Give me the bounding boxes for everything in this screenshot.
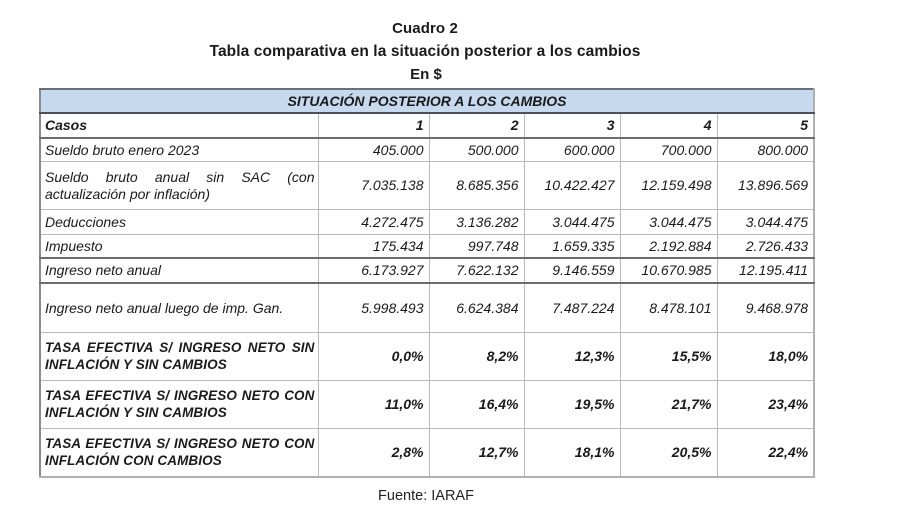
table-row: Impuesto 175.434 997.748 1.659.335 2.192… bbox=[39, 234, 816, 259]
table-cell: 18,0% bbox=[716, 332, 816, 381]
table-cell: 22,4% bbox=[716, 428, 816, 478]
table-cell: 18,1% bbox=[523, 428, 621, 478]
row-label: TASA EFECTIVA S/ INGRESO NETO CON INFLAC… bbox=[39, 380, 319, 429]
comparison-table: SITUACIÓN POSTERIOR A LOS CAMBIOS Casos … bbox=[38, 88, 816, 478]
row-label: Deducciones bbox=[39, 209, 319, 235]
table-cell: 3.044.475 bbox=[619, 209, 718, 235]
table-cell: 12,7% bbox=[428, 428, 525, 478]
row-label: Ingreso neto anual luego de imp. Gan. bbox=[39, 282, 319, 333]
row-label: Sueldo bruto enero 2023 bbox=[39, 137, 319, 162]
row-label: Ingreso neto anual bbox=[39, 257, 319, 284]
table-cell: 11,0% bbox=[317, 380, 430, 429]
row-label: TASA EFECTIVA S/ INGRESO NETO CON INFLAC… bbox=[39, 428, 319, 478]
table-caption-unit: En $ bbox=[410, 66, 442, 83]
table-cell: 500.000 bbox=[428, 137, 525, 162]
table-header-row: Casos 1 2 3 4 5 bbox=[39, 112, 816, 139]
table-cell: 23,4% bbox=[716, 380, 816, 429]
table-cell: 5.998.493 bbox=[317, 282, 430, 333]
table-cell: 8.478.101 bbox=[619, 282, 718, 333]
table-cell: 7.487.224 bbox=[523, 282, 621, 333]
table-cell: 800.000 bbox=[716, 137, 816, 162]
table-cell: 2.726.433 bbox=[716, 234, 816, 259]
table-caption-number: Cuadro 2 bbox=[392, 20, 458, 37]
table-row: TASA EFECTIVA S/ INGRESO NETO SIN INFLAC… bbox=[39, 332, 816, 381]
table-cell: 15,5% bbox=[619, 332, 718, 381]
table-cell: 405.000 bbox=[317, 137, 430, 162]
table-cell: 7.035.138 bbox=[317, 161, 430, 210]
table-cell: 700.000 bbox=[619, 137, 718, 162]
column-header-casos: Casos bbox=[39, 112, 319, 139]
table-cell: 19,5% bbox=[523, 380, 621, 429]
table-cell: 3.044.475 bbox=[523, 209, 621, 235]
table-row: Sueldo bruto enero 2023 405.000 500.000 … bbox=[39, 137, 816, 162]
table-cell: 6.624.384 bbox=[428, 282, 525, 333]
table-row: Deducciones 4.272.475 3.136.282 3.044.47… bbox=[39, 209, 816, 235]
table-caption-title: Tabla comparativa en la situación poster… bbox=[209, 43, 641, 60]
table-cell: 1.659.335 bbox=[523, 234, 621, 259]
table-cell: 8,2% bbox=[428, 332, 525, 381]
table-row: Ingreso neto anual 6.173.927 7.622.132 9… bbox=[39, 257, 816, 284]
column-header-case-1: 1 bbox=[317, 112, 430, 139]
table-cell: 3.044.475 bbox=[716, 209, 816, 235]
column-header-case-3: 3 bbox=[523, 112, 621, 139]
table-cell: 2,8% bbox=[317, 428, 430, 478]
table-cell: 20,5% bbox=[619, 428, 718, 478]
band-title: SITUACIÓN POSTERIOR A LOS CAMBIOS bbox=[38, 88, 816, 114]
row-label: Impuesto bbox=[39, 234, 319, 259]
row-label: TASA EFECTIVA S/ INGRESO NETO SIN INFLAC… bbox=[39, 332, 319, 381]
table-cell: 7.622.132 bbox=[428, 257, 525, 284]
table-cell: 4.272.475 bbox=[317, 209, 430, 235]
table-cell: 2.192.884 bbox=[619, 234, 718, 259]
table-cell: 21,7% bbox=[619, 380, 718, 429]
column-header-case-4: 4 bbox=[619, 112, 718, 139]
row-label: Sueldo bruto anual sin SAC (con actualiz… bbox=[39, 161, 319, 210]
table-row: TASA EFECTIVA S/ INGRESO NETO CON INFLAC… bbox=[39, 380, 816, 429]
table-cell: 12,3% bbox=[523, 332, 621, 381]
table-row: Ingreso neto anual luego de imp. Gan. 5.… bbox=[39, 282, 816, 333]
table-cell: 10.422.427 bbox=[523, 161, 621, 210]
table-cell: 3.136.282 bbox=[428, 209, 525, 235]
table-cell: 997.748 bbox=[428, 234, 525, 259]
table-cell: 9.146.559 bbox=[523, 257, 621, 284]
table-band-row: SITUACIÓN POSTERIOR A LOS CAMBIOS bbox=[38, 88, 816, 114]
table-cell: 0,0% bbox=[317, 332, 430, 381]
table-cell: 16,4% bbox=[428, 380, 525, 429]
table-cell: 12.195.411 bbox=[716, 257, 816, 284]
table-cell: 600.000 bbox=[523, 137, 621, 162]
table-cell: 13.896.569 bbox=[716, 161, 816, 210]
table-cell: 6.173.927 bbox=[317, 257, 430, 284]
table-cell: 10.670.985 bbox=[619, 257, 718, 284]
column-header-case-5: 5 bbox=[716, 112, 816, 139]
table-row: TASA EFECTIVA S/ INGRESO NETO CON INFLAC… bbox=[39, 428, 816, 478]
source-note: Fuente: IARAF bbox=[378, 488, 474, 504]
table-row: Sueldo bruto anual sin SAC (con actualiz… bbox=[39, 161, 816, 210]
table-cell: 8.685.356 bbox=[428, 161, 525, 210]
column-header-case-2: 2 bbox=[428, 112, 525, 139]
table-cell: 9.468.978 bbox=[716, 282, 816, 333]
table-cell: 12.159.498 bbox=[619, 161, 718, 210]
table-cell: 175.434 bbox=[317, 234, 430, 259]
